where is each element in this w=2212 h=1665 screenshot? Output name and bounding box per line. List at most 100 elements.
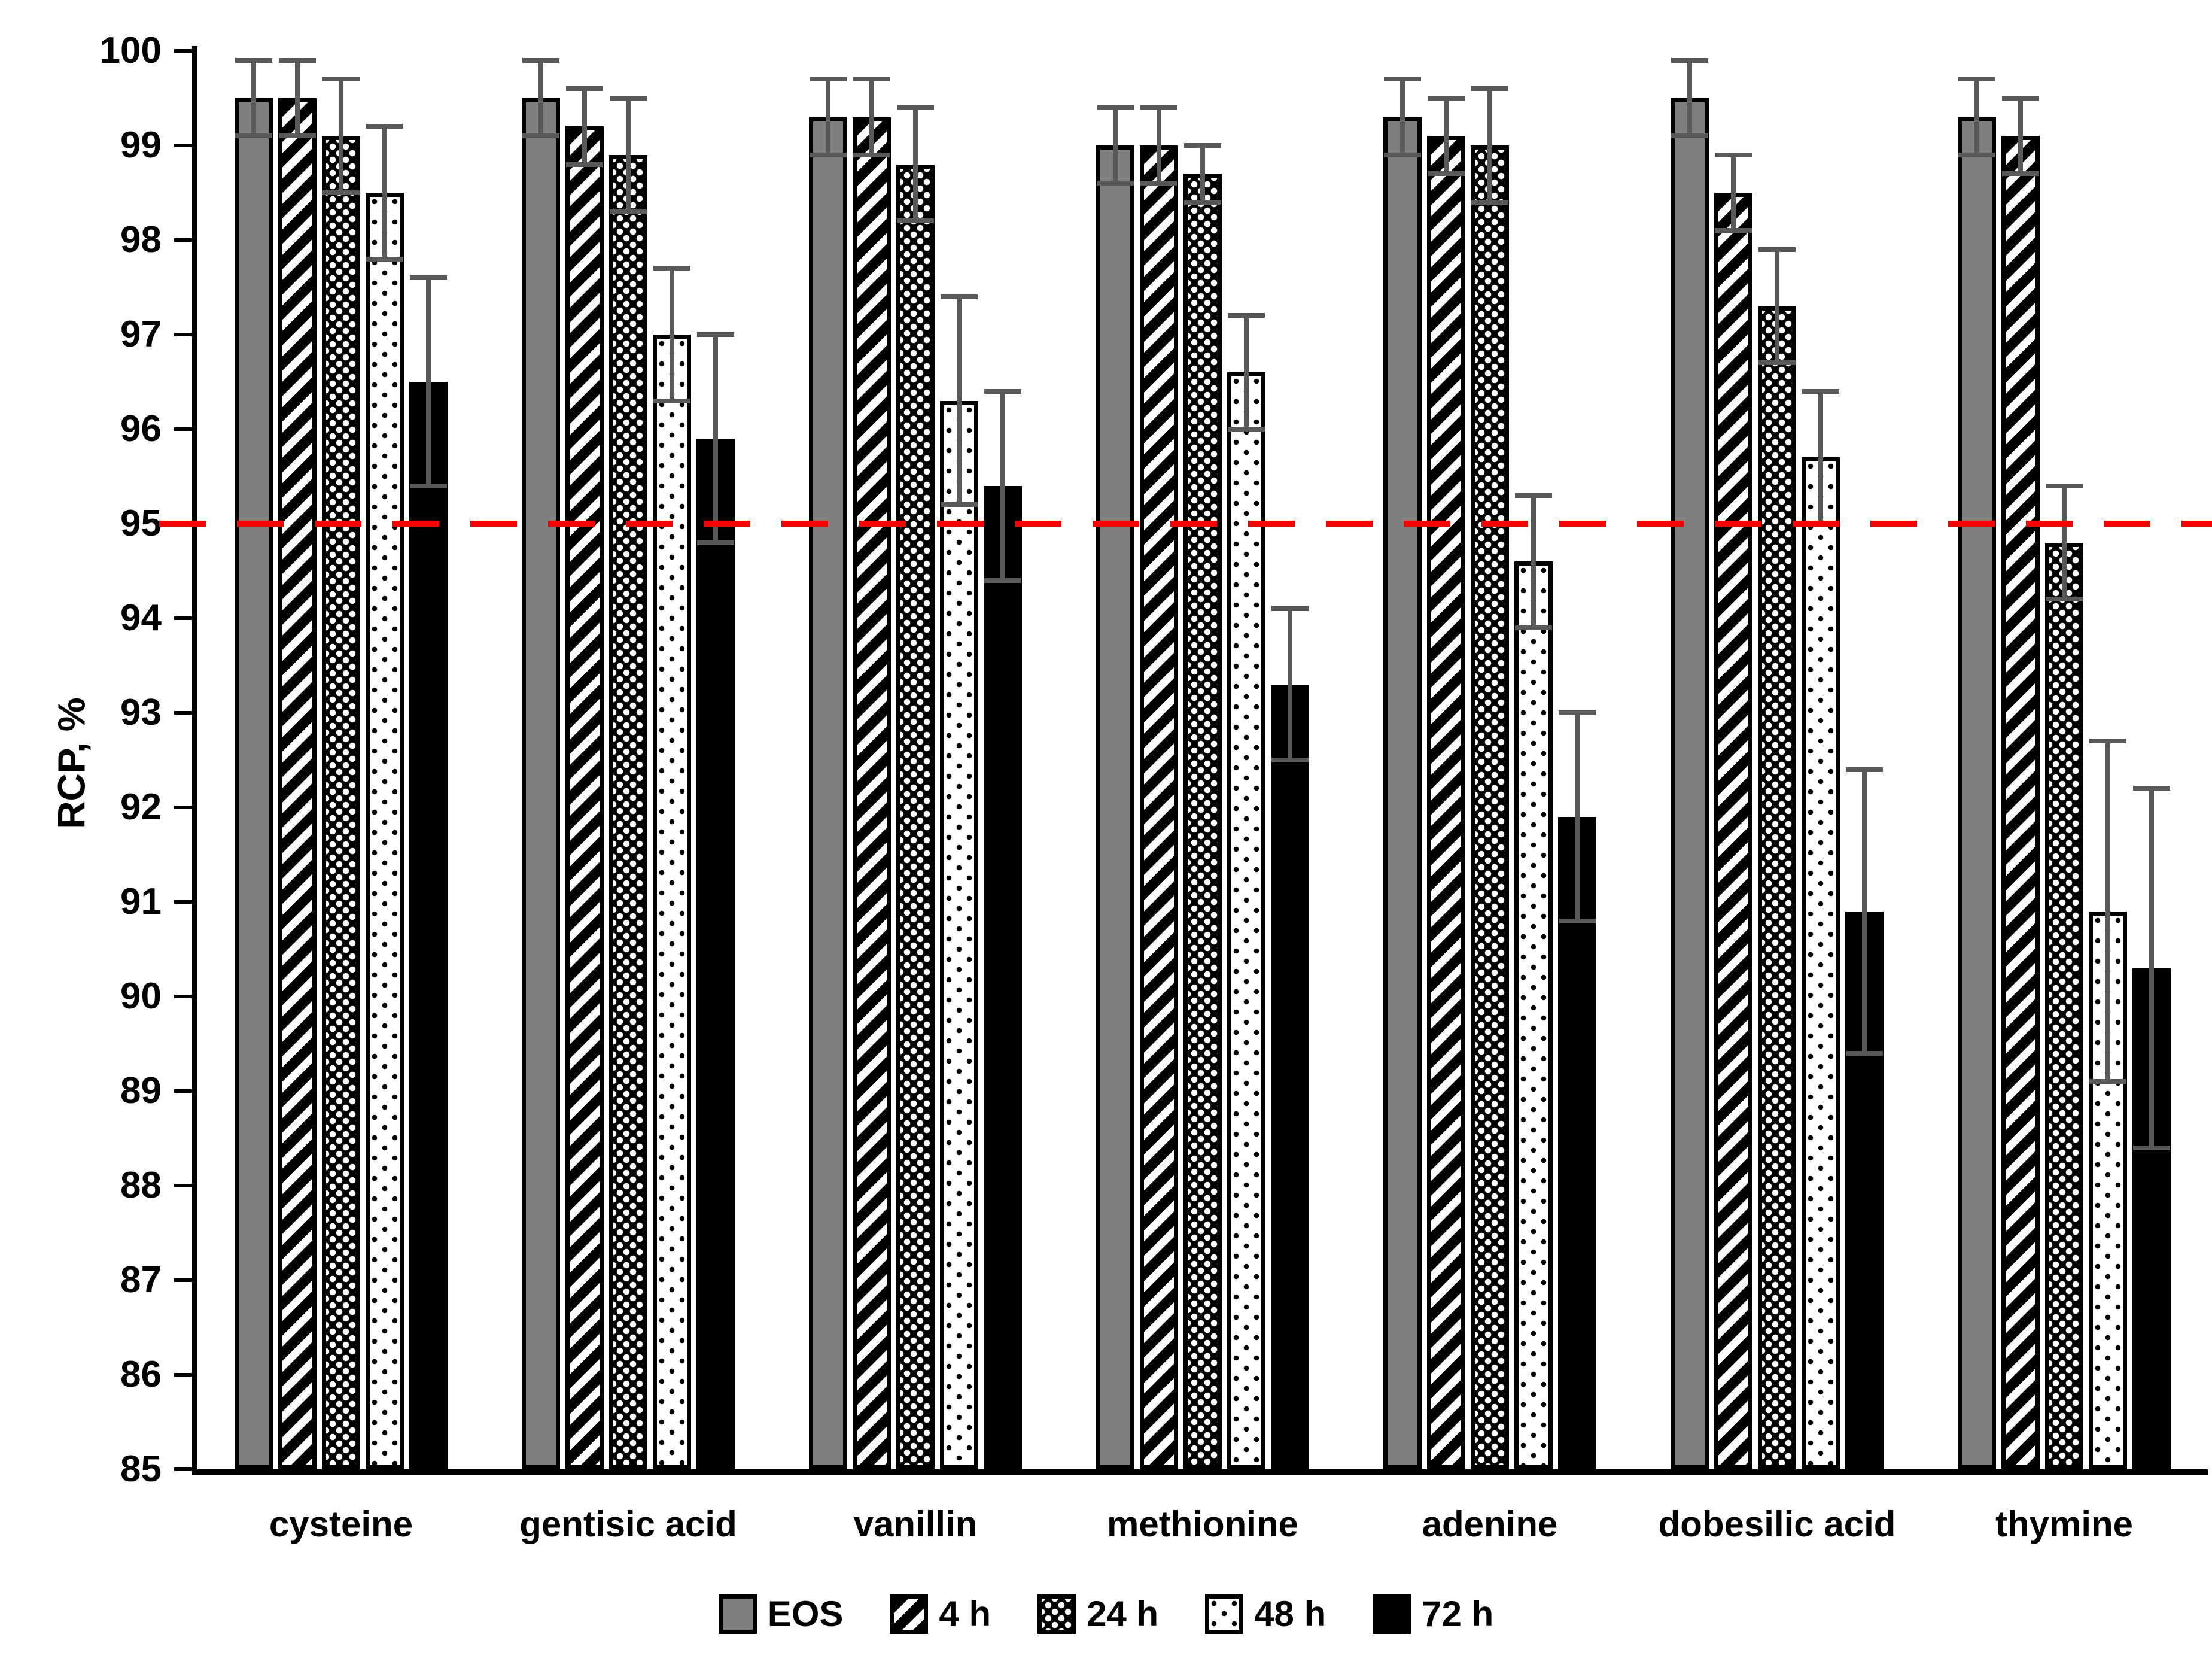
error-bar-cap-top xyxy=(1428,96,1465,101)
error-bar-cap-top xyxy=(1559,710,1596,715)
error-bar-line xyxy=(2062,485,2067,600)
bar-24h-thymine xyxy=(2045,542,2083,1469)
y-tick-label: 93 xyxy=(120,692,162,733)
error-bar-cap-bottom xyxy=(1758,360,1796,366)
error-bar-cap-bottom xyxy=(1228,427,1265,432)
y-tick xyxy=(174,1184,192,1187)
error-bar-line xyxy=(2149,788,2154,1148)
error-bar-line xyxy=(1000,391,1005,581)
y-tick xyxy=(174,711,192,715)
x-category-label: thymine xyxy=(1995,1504,2134,1544)
error-bar-cap-bottom xyxy=(1515,625,1552,630)
error-bar-cap-top xyxy=(1184,143,1221,148)
error-bar-line xyxy=(1400,79,1405,155)
y-tick-label: 95 xyxy=(120,503,162,544)
error-bar-line xyxy=(426,278,431,486)
error-bar-line xyxy=(1444,98,1449,174)
legend-label: EOS xyxy=(767,1594,844,1634)
y-tick xyxy=(174,806,192,809)
error-bar-cap-top xyxy=(1715,152,1752,157)
error-bar-cap-bottom xyxy=(697,540,734,545)
bar-EOS-dobesilic-acid xyxy=(1671,98,1709,1469)
y-tick-label: 86 xyxy=(120,1354,162,1395)
legend-item-4h: 4 h xyxy=(890,1594,991,1634)
error-bar-cap-top xyxy=(897,105,934,110)
y-tick xyxy=(174,1278,192,1282)
error-bar-cap-top xyxy=(1515,493,1552,498)
legend-item-72h: 72 h xyxy=(1373,1594,1493,1634)
error-bar-cap-bottom xyxy=(1428,171,1465,177)
error-bar-cap-bottom xyxy=(1384,152,1421,157)
error-bar-cap-bottom xyxy=(2133,1145,2170,1150)
legend: EOS 4 h 24 h 48 h 72 h xyxy=(0,1594,2212,1634)
error-bar-cap-top xyxy=(1228,313,1265,318)
error-bar-cap-top xyxy=(2046,483,2083,488)
y-tick xyxy=(174,144,192,147)
error-bar-cap-bottom xyxy=(566,162,603,167)
bar-EOS-thymine xyxy=(1958,117,1996,1469)
error-bar-line xyxy=(1862,769,1867,1053)
bar-72h-vanillin xyxy=(984,485,1022,1469)
error-bar-line xyxy=(1775,249,1779,363)
y-tick-label: 96 xyxy=(120,408,162,449)
error-bar-cap-bottom xyxy=(984,578,1021,583)
error-bar-cap-bottom xyxy=(2089,1079,2126,1084)
y-tick xyxy=(174,49,192,53)
bar-EOS-adenine xyxy=(1383,117,1422,1469)
y-axis-line xyxy=(192,46,197,1469)
y-tick xyxy=(174,333,192,336)
error-bar-cap-bottom xyxy=(1559,918,1596,923)
legend-label: 24 h xyxy=(1087,1594,1159,1634)
legend-item-EOS: EOS xyxy=(718,1594,844,1634)
legend-swatch-icon xyxy=(890,1594,929,1634)
error-bar-line xyxy=(1157,107,1161,184)
bar-24h-dobesilic-acid xyxy=(1758,306,1796,1469)
error-bar-line xyxy=(1531,495,1536,628)
bar-24h-gentisic-acid xyxy=(609,154,647,1469)
error-bar-line xyxy=(2018,98,2023,174)
error-bar-line xyxy=(713,335,718,543)
error-bar-cap-bottom xyxy=(1846,1050,1883,1056)
error-bar-cap-top xyxy=(366,124,403,129)
error-bar-cap-top xyxy=(610,96,647,101)
error-bar-cap-top xyxy=(1671,57,1708,63)
bar-48h-dobesilic-acid xyxy=(1802,457,1840,1469)
error-bar-line xyxy=(670,268,674,401)
error-bar-line xyxy=(1288,609,1292,760)
error-bar-cap-top xyxy=(810,77,847,82)
legend-item-48h: 48 h xyxy=(1205,1594,1326,1634)
bar-48h-thymine xyxy=(2089,911,2127,1469)
error-bar-cap-bottom xyxy=(366,256,403,262)
error-bar-cap-top xyxy=(697,332,734,337)
error-bar-cap-bottom xyxy=(1271,758,1309,762)
y-tick xyxy=(174,238,192,242)
y-tick xyxy=(174,900,192,904)
error-bar-cap-top xyxy=(1802,388,1839,394)
bar-4h-dobesilic-acid xyxy=(1714,193,1752,1469)
y-tick xyxy=(174,427,192,431)
error-bar-line xyxy=(295,60,300,136)
y-tick-label: 94 xyxy=(120,597,162,639)
x-category-label: vanillin xyxy=(853,1504,978,1544)
legend-label: 72 h xyxy=(1422,1594,1494,1634)
error-bar-cap-bottom xyxy=(610,209,647,214)
y-tick-label: 92 xyxy=(120,786,162,828)
error-bar-cap-bottom xyxy=(1671,133,1708,139)
y-tick-label: 91 xyxy=(120,881,162,922)
bar-48h-adenine xyxy=(1514,561,1553,1469)
bar-EOS-vanillin xyxy=(809,117,847,1469)
legend-swatch-icon xyxy=(1037,1594,1076,1634)
error-bar-line xyxy=(251,60,256,136)
y-tick xyxy=(174,616,192,620)
y-tick-label: 97 xyxy=(120,314,162,355)
error-bar-cap-bottom xyxy=(1471,199,1508,205)
error-bar-cap-bottom xyxy=(1097,181,1134,186)
error-bar-cap-top xyxy=(322,77,360,82)
error-bar-cap-bottom xyxy=(2046,597,2083,602)
error-bar-cap-top xyxy=(235,57,272,63)
error-bar-line xyxy=(913,107,918,221)
error-bar-cap-top xyxy=(2133,786,2170,791)
error-bar-line xyxy=(582,89,587,165)
y-tick xyxy=(174,1467,192,1471)
